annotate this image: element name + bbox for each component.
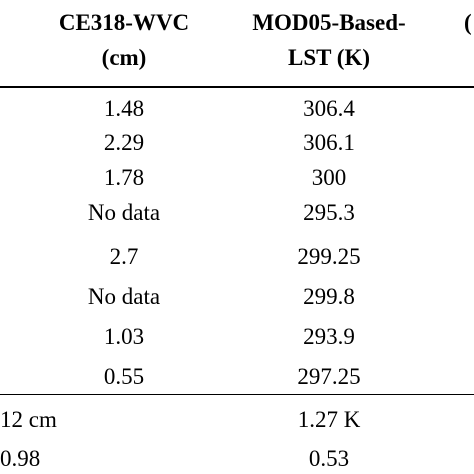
summary-right-cell: 0.53 (308, 446, 350, 471)
lst-cell: 306.4 (303, 96, 355, 121)
summary-row: 0.98 0.53 (0, 442, 474, 474)
summary-row: 12 cm 1.27 K (0, 403, 474, 437)
header-partial-column: ( (464, 10, 472, 35)
table-row: 1.78 300 (0, 161, 474, 195)
summary-rule (0, 394, 474, 395)
lst-cell: 297.25 (297, 364, 361, 389)
table-row: 1.48 306.4 (0, 92, 474, 126)
table-row: 1.03 293.9 (0, 320, 474, 354)
wvc-cell: No data (87, 284, 161, 309)
table-row: No data 299.8 (0, 280, 474, 314)
header-rule (0, 86, 474, 88)
header-lst-unit: LST (K) (287, 45, 371, 70)
header-wvc-title: CE318-WVC (58, 10, 190, 35)
table-row: 2.7 299.25 (0, 240, 474, 274)
wvc-cell: 1.48 (103, 96, 145, 121)
lst-cell: 293.9 (303, 324, 355, 349)
lst-cell: 300 (311, 165, 347, 190)
wvc-cell: 1.03 (103, 324, 145, 349)
lst-cell: 299.8 (303, 284, 355, 309)
lst-cell: 295.3 (303, 200, 355, 225)
wvc-cell: 0.55 (103, 364, 145, 389)
wvc-cell: 1.78 (103, 165, 145, 190)
summary-left-cell: 12 cm (0, 407, 57, 432)
table-row: No data 295.3 (0, 196, 474, 230)
summary-left-cell: 0.98 (0, 446, 41, 471)
header-lst-title: MOD05-Based- (252, 10, 406, 35)
header-wvc-unit: (cm) (101, 45, 147, 70)
wvc-cell: 2.29 (103, 130, 145, 155)
table-row: 0.55 297.25 (0, 360, 474, 394)
wvc-cell: 2.7 (109, 244, 139, 269)
table-row: 2.29 306.1 (0, 126, 474, 160)
lst-cell: 299.25 (297, 244, 361, 269)
lst-cell: 306.1 (303, 130, 355, 155)
summary-right-cell: 1.27 K (297, 407, 361, 432)
wvc-cell: No data (87, 200, 161, 225)
